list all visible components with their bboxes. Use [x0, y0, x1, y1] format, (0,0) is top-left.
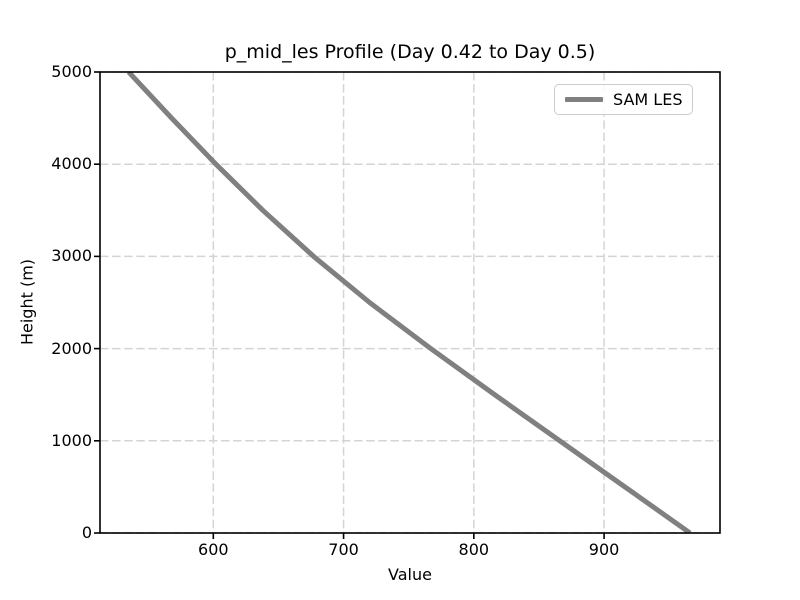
y-tick-label: 0 — [81, 523, 92, 542]
axes-spines — [99, 71, 721, 534]
x-axis-label: Value — [388, 565, 432, 584]
x-tick-label: 700 — [328, 540, 359, 559]
y-tick-label: 3000 — [51, 246, 92, 266]
x-tick-label: 800 — [458, 540, 490, 559]
x-tick-label: 900 — [588, 540, 620, 559]
y-tick-label: 4000 — [51, 154, 92, 174]
legend-line-sample — [565, 97, 603, 102]
y-tick-label: 5000 — [51, 62, 92, 81]
y-tick-label: 2000 — [51, 338, 92, 358]
x-tick-label: 600 — [198, 540, 229, 559]
legend: SAM LES — [554, 84, 694, 115]
legend-series-label: SAM LES — [613, 90, 683, 109]
y-tick-label: 1000 — [51, 430, 92, 450]
series-line — [126, 72, 692, 533]
chart-title: p_mid_les Profile (Day 0.42 to Day 0.5) — [224, 41, 596, 63]
